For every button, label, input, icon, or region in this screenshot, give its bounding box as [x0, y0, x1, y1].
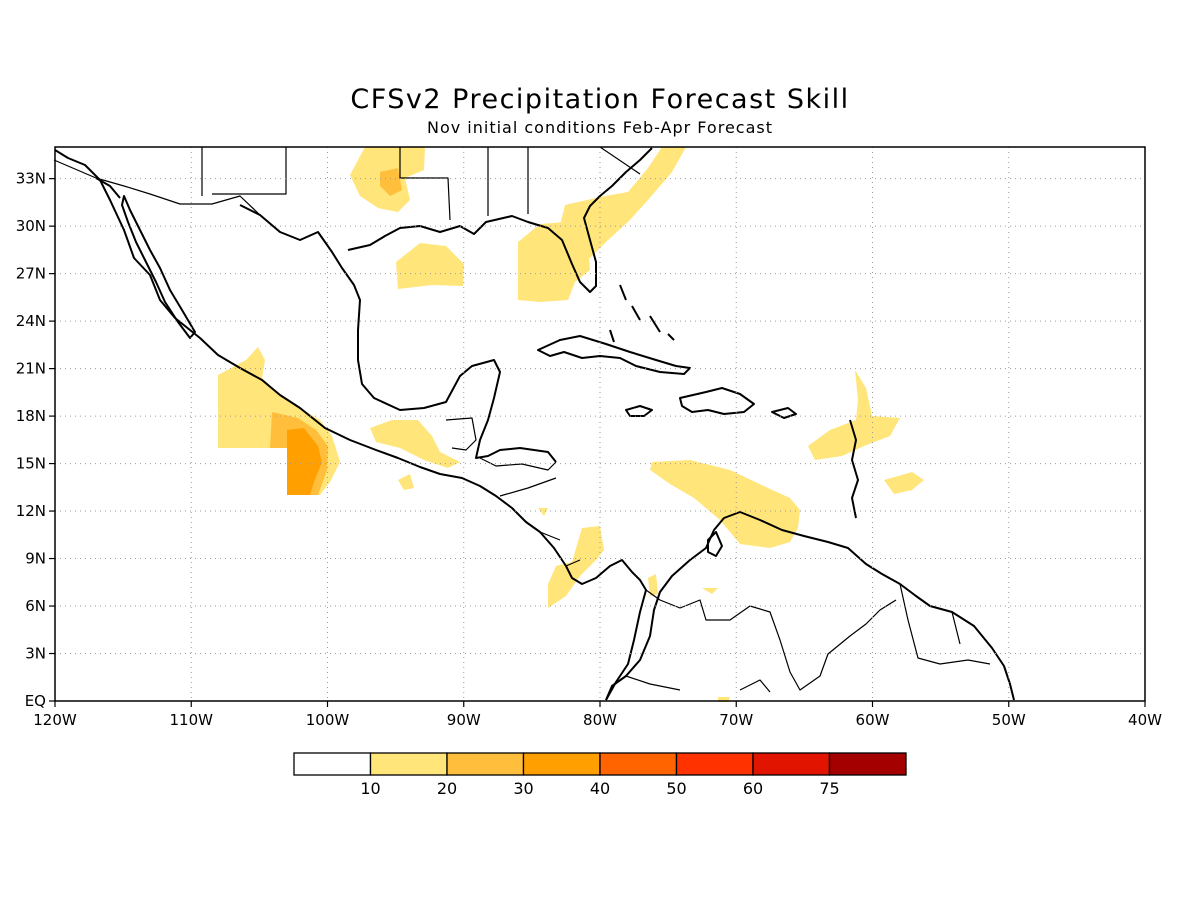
colorbar-swatch	[599, 752, 678, 776]
coastline	[605, 511, 1015, 701]
lat-tick-label: 15N	[16, 455, 46, 473]
coastline	[537, 335, 691, 375]
skill-region	[808, 370, 900, 460]
lat-tick-label: 33N	[16, 170, 46, 188]
skill-region	[702, 588, 718, 594]
axis-ticks: 120W 110W 100W 90W 80W 70W 60W 50W 40W EQ 3N 6N 9N 12…	[16, 170, 1162, 729]
lat-tick-label: EQ	[25, 692, 46, 710]
lat-tick-label: 21N	[16, 360, 46, 378]
lat-tick-label: 27N	[16, 265, 46, 283]
skill-region	[396, 243, 464, 289]
lon-tick-label: 40W	[1128, 711, 1162, 729]
coastline	[625, 405, 653, 417]
lat-tick-label: 3N	[25, 645, 46, 663]
skill-region	[560, 147, 686, 258]
skill-shading	[218, 147, 924, 702]
skill-region	[370, 420, 460, 468]
colorbar-label: 40	[590, 779, 610, 798]
lon-tick-label: 90W	[447, 711, 481, 729]
colorbar-swatch	[446, 752, 525, 776]
colorbar-swatch	[369, 752, 448, 776]
lon-tick-label: 110W	[170, 711, 214, 729]
lat-tick-label: 9N	[25, 550, 46, 568]
colorbar-label: 75	[819, 779, 839, 798]
border	[53, 159, 261, 216]
colorbar-label: 30	[513, 779, 533, 798]
border	[201, 147, 287, 196]
lat-tick-label: 24N	[16, 312, 46, 330]
graticule	[55, 147, 1145, 701]
lon-tick-label: 60W	[856, 711, 890, 729]
colorbar-label: 60	[743, 779, 763, 798]
colorbar-swatch	[675, 752, 754, 776]
colorbar-swatch	[293, 752, 372, 776]
colorbar-label: 20	[437, 779, 457, 798]
coastline	[54, 149, 647, 701]
colorbar: 10 20 30 40 50 60 75	[293, 752, 907, 798]
lat-tick-label: 6N	[25, 597, 46, 615]
skill-region	[548, 526, 604, 608]
border	[645, 583, 991, 691]
lat-tick-label: 18N	[16, 407, 46, 425]
skill-region	[884, 472, 924, 494]
skill-region	[380, 168, 402, 196]
skill-region	[287, 428, 322, 495]
lon-tick-label: 120W	[33, 711, 77, 729]
colorbar-label: 50	[666, 779, 686, 798]
coastline	[121, 195, 196, 339]
skill-region	[398, 474, 414, 490]
lon-tick-label: 50W	[992, 711, 1026, 729]
coastline	[679, 387, 755, 415]
lon-tick-label: 70W	[719, 711, 753, 729]
skill-region	[538, 508, 548, 516]
lat-tick-label: 30N	[16, 217, 46, 235]
coastlines	[53, 146, 1015, 701]
map-subtitle: Nov initial conditions Feb-Apr Forecast	[426, 118, 773, 137]
lon-tick-label: 100W	[306, 711, 350, 729]
colorbar-label: 10	[360, 779, 380, 798]
colorbar-swatch	[522, 752, 601, 776]
lat-tick-label: 12N	[16, 502, 46, 520]
coastline	[95, 177, 121, 199]
border	[445, 417, 477, 451]
colorbar-swatch	[828, 752, 907, 776]
coastline	[609, 284, 675, 343]
coastline	[347, 147, 653, 293]
lon-tick-label: 80W	[583, 711, 617, 729]
skill-region	[650, 460, 800, 548]
border	[399, 146, 641, 221]
coastline	[707, 531, 723, 557]
skill-region	[648, 574, 658, 596]
border	[625, 675, 771, 693]
border	[479, 457, 581, 567]
colorbar-swatch	[752, 752, 831, 776]
coastline	[239, 204, 557, 463]
map-title: CFSv2 Precipitation Forecast Skill	[350, 84, 850, 115]
coastline	[849, 419, 859, 519]
